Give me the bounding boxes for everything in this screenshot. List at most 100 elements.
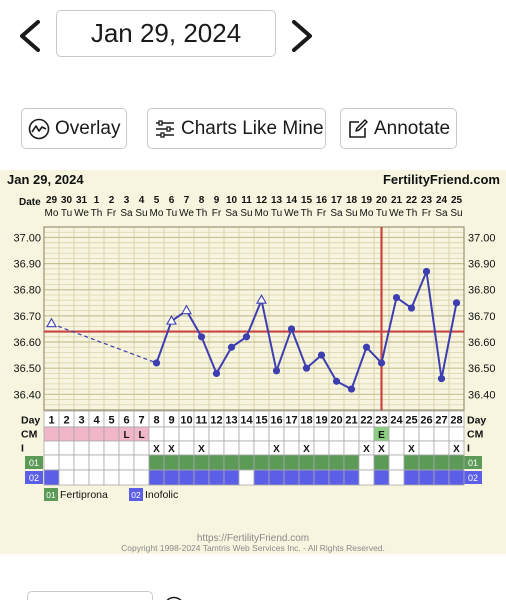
temperature-point [242,333,251,341]
chevron-left-icon [20,20,40,52]
legend-swatch-01 [44,488,58,501]
y-tick-label-right: 36.50 [468,363,496,375]
table-cell-cm [448,426,465,442]
table-cell-m02 [163,469,180,486]
date-label: 22 [406,195,418,206]
date-label: 11 [241,195,252,206]
clock-icon[interactable] [163,596,185,600]
table-cell-m01 [208,454,225,471]
day-number: 7 [138,415,144,427]
temperature-point [347,385,356,393]
table-cell-m02 [268,469,285,486]
date-label: 4 [139,195,145,206]
weekday-label: Mo [255,208,269,219]
table-cell-m01 [223,454,240,471]
cm-value: L [123,430,129,441]
date-selector[interactable]: Jan 29, 2024 [56,10,276,57]
day-number: 14 [240,415,253,427]
table-cell-cm [313,426,330,442]
day-number: 21 [345,415,357,427]
cm-value: E [378,430,385,441]
charts-like-mine-button[interactable]: Charts Like Mine [147,108,326,149]
date-label: 3 [124,195,130,206]
table-cell-cm [178,426,195,442]
weekday-label: We [389,208,404,219]
temperature-point [317,351,326,359]
temperature-line-segment [215,346,233,374]
weekday-label: Tu [166,208,177,219]
legend-code: 01 [46,490,56,500]
day-number: 10 [180,415,192,427]
day-number: 9 [168,415,174,427]
table-cell-cm [358,426,375,442]
weekday-label: Mo [360,208,374,219]
temperature-point [407,304,416,312]
table-cell-m02 [343,469,360,486]
chart-background [0,170,506,554]
temperature-line-segment [320,354,338,382]
table-cell-i [223,440,240,456]
table-cell-m02 [283,469,300,486]
fertility-chart: Jan 29, 2024 FertilityFriend.com Date 29… [0,170,506,554]
table-cell-i [178,440,195,456]
y-tick-label: 36.50 [13,363,41,375]
intercourse-mark: X [453,444,460,455]
table-cell-i [283,440,300,456]
y-tick-label: 36.40 [13,389,41,401]
y-tick-label-right: 37.00 [468,232,496,244]
table-cell-i [388,440,405,456]
weekday-label: Su [345,208,357,219]
day-number: 5 [108,415,114,427]
table-cell-cm [253,426,270,442]
intercourse-mark: X [378,444,385,455]
intercourse-mark: X [198,444,205,455]
footer-url: https://FertilityFriend.com [197,533,309,544]
intercourse-mark: X [153,444,160,455]
day-number: 17 [285,415,297,427]
table-cell-m02 [118,469,135,486]
table-cell-m02 [133,469,150,486]
annotate-label: Annotate [374,117,451,139]
table-cell-m02 [208,469,225,486]
table-cell-i [433,440,450,456]
row-label-right-cm: CM [467,429,484,441]
next-day-button[interactable] [286,14,320,58]
temperature-point [377,359,386,367]
y-tick-label-right: 36.40 [468,389,496,401]
table-cell-m01 [373,454,390,471]
date-label: 29 [46,195,58,206]
plot-frame [43,226,465,411]
date-label: 18 [346,195,358,206]
table-cell-i [88,440,105,456]
table-cell-m01 [88,454,105,471]
date-label: 1 [94,195,100,206]
day-number: 3 [78,415,84,427]
date-label: 13 [271,195,283,206]
table-cell-i [73,440,90,456]
overlay-button[interactable]: Overlay [21,108,127,149]
intercourse-mark: X [408,444,415,455]
intercourse-mark: X [363,444,370,455]
prev-day-button[interactable] [12,14,46,58]
table-cell-cm [88,426,105,442]
weekday-label: Fr [107,208,117,219]
weekday-label: Th [91,208,103,219]
temperature-point [437,375,446,383]
table-cell-m02 [238,469,255,486]
table-cell-cm [268,426,285,442]
table-cell-cm [403,426,420,442]
day-number: 23 [375,415,387,427]
table-cell-m01 [118,454,135,471]
bottom-button[interactable] [27,591,153,600]
row-code-m01: 01 [468,458,478,468]
row-label-right-day: Day [467,415,486,427]
y-tick-label: 36.60 [13,337,41,349]
table-cell-cm [298,426,315,442]
table-cell-m02 [103,469,120,486]
weekday-label: Th [196,208,208,219]
day-number: 25 [405,415,417,427]
temperature-line-segment [380,297,398,364]
y-tick-label: 37.00 [13,232,41,244]
annotate-button[interactable]: Annotate [340,108,457,149]
day-number: 22 [360,415,372,427]
